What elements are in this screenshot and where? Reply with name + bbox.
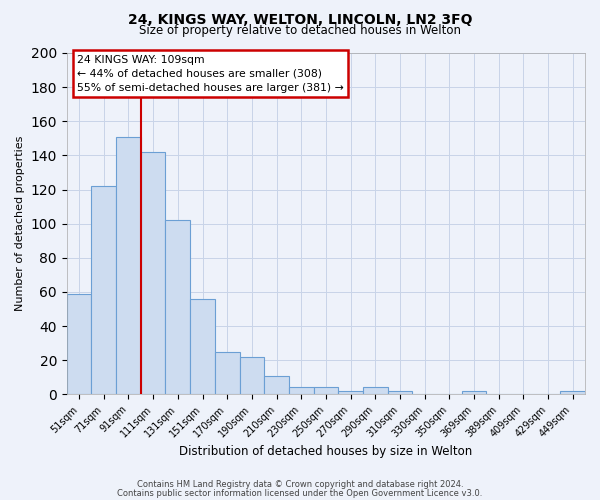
- Bar: [239, 357, 264, 395]
- Bar: [215, 352, 239, 395]
- Bar: [190, 298, 215, 394]
- Y-axis label: Number of detached properties: Number of detached properties: [15, 136, 25, 312]
- Text: 24, KINGS WAY, WELTON, LINCOLN, LN2 3FQ: 24, KINGS WAY, WELTON, LINCOLN, LN2 3FQ: [128, 12, 472, 26]
- Bar: [67, 294, 91, 394]
- Bar: [363, 388, 388, 394]
- Bar: [314, 388, 338, 394]
- Bar: [264, 376, 289, 394]
- Bar: [560, 391, 585, 394]
- Text: Contains public sector information licensed under the Open Government Licence v3: Contains public sector information licen…: [118, 488, 482, 498]
- Bar: [388, 391, 412, 394]
- Bar: [116, 136, 141, 394]
- Bar: [289, 388, 314, 394]
- Text: Size of property relative to detached houses in Welton: Size of property relative to detached ho…: [139, 24, 461, 37]
- Bar: [141, 152, 166, 394]
- Bar: [91, 186, 116, 394]
- Text: 24 KINGS WAY: 109sqm
← 44% of detached houses are smaller (308)
55% of semi-deta: 24 KINGS WAY: 109sqm ← 44% of detached h…: [77, 54, 344, 92]
- Bar: [166, 220, 190, 394]
- Bar: [461, 391, 486, 394]
- X-axis label: Distribution of detached houses by size in Welton: Distribution of detached houses by size …: [179, 444, 473, 458]
- Text: Contains HM Land Registry data © Crown copyright and database right 2024.: Contains HM Land Registry data © Crown c…: [137, 480, 463, 489]
- Bar: [338, 391, 363, 394]
